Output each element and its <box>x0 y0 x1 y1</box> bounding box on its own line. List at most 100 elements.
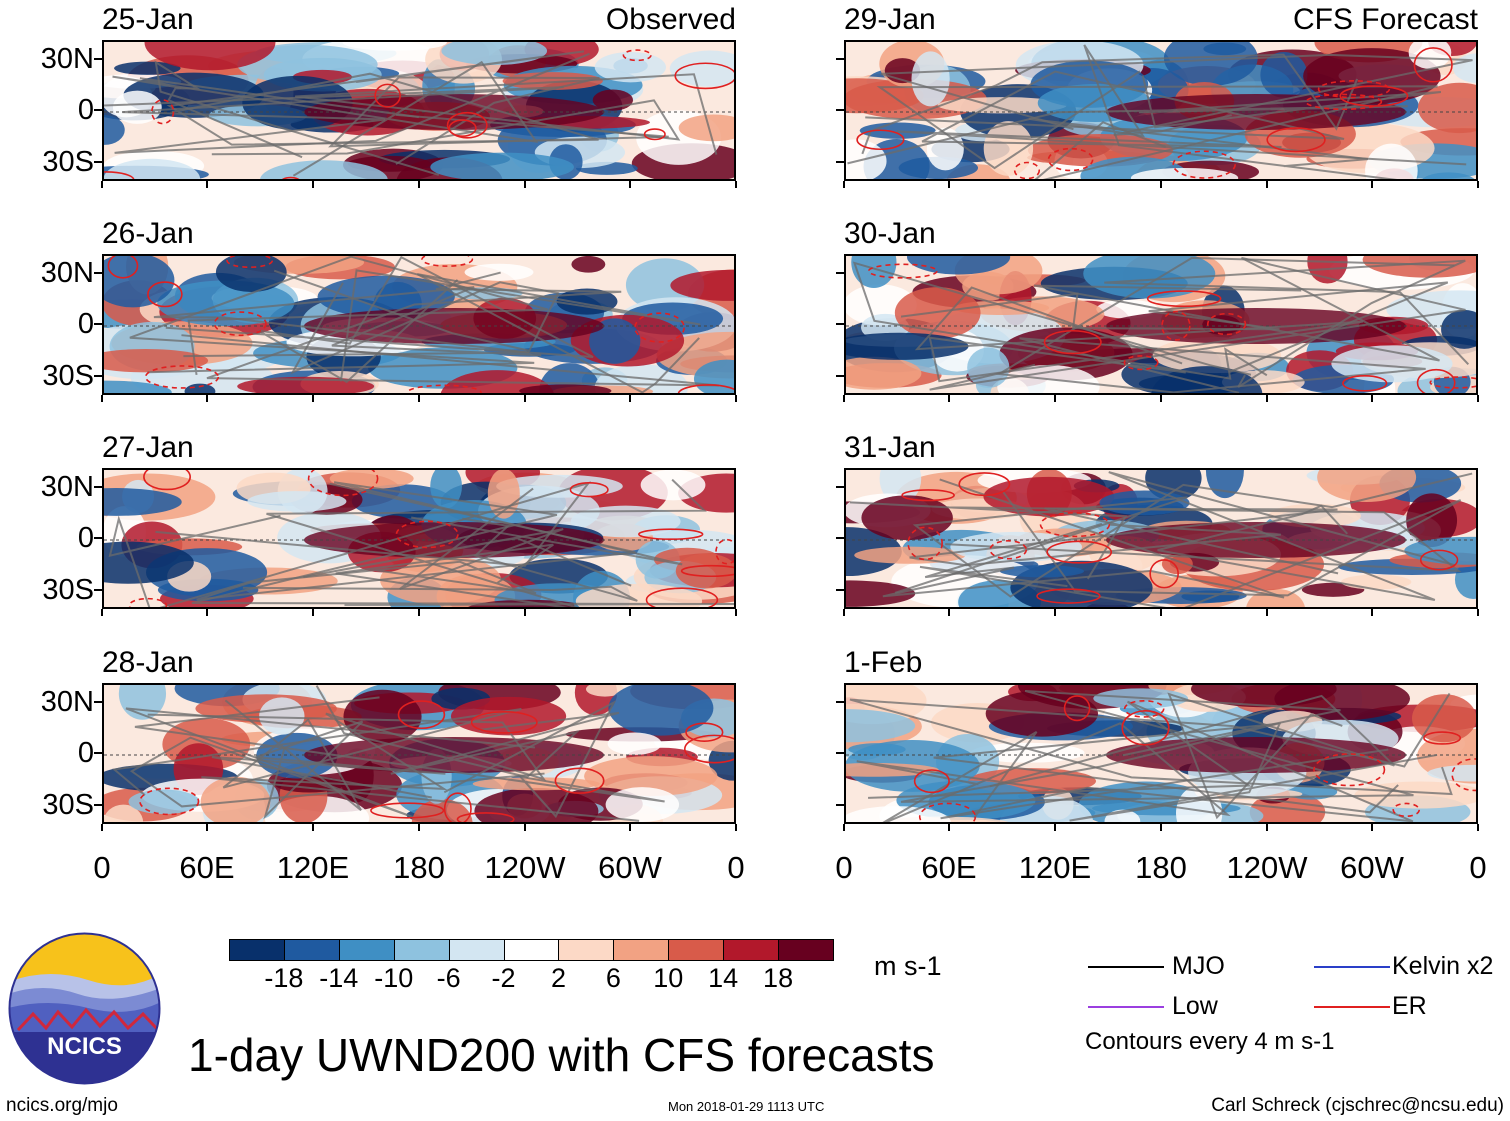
lon-tick <box>629 609 631 616</box>
lon-tick <box>418 395 420 402</box>
heatmap-panel <box>102 683 736 824</box>
panel-date-label: 26-Jan <box>102 217 194 250</box>
lat-tick <box>836 589 844 591</box>
colorbar-swatch <box>558 939 615 961</box>
lon-tick <box>948 609 950 616</box>
heatmap-panel <box>102 468 736 609</box>
lon-tick <box>1054 181 1056 188</box>
er-contour <box>307 470 379 497</box>
er-contour <box>107 256 139 279</box>
coastline <box>880 53 1473 136</box>
lat-tick-label: 30S <box>42 360 94 392</box>
er-contour <box>406 384 482 393</box>
wind-anomaly-blob <box>846 356 922 390</box>
lat-tick-label: 30N <box>40 257 94 289</box>
lat-tick <box>94 701 102 703</box>
er-contour <box>421 256 474 267</box>
coastline <box>191 481 734 606</box>
lat-tick <box>94 161 102 163</box>
lon-tick <box>312 824 314 831</box>
er-contour <box>622 49 652 62</box>
legend-line-kelvin-x2 <box>1314 966 1390 968</box>
lon-tick <box>1477 824 1479 831</box>
wind-anomaly-blob <box>104 488 182 516</box>
legend-line-low <box>1088 1006 1164 1008</box>
legend-line-er <box>1314 1006 1390 1008</box>
lon-tick-label: 180 <box>1135 850 1187 885</box>
er-contour <box>144 365 220 389</box>
coastline <box>328 76 669 165</box>
colorbar-swatch <box>229 939 285 961</box>
wind-anomaly-blob <box>1096 299 1159 319</box>
wind-anomaly-blob <box>128 789 200 815</box>
wind-anomaly-blob <box>247 491 347 512</box>
panel-date-label: 31-Jan <box>844 431 936 464</box>
wind-anomaly-blob <box>144 42 276 71</box>
er-contour <box>128 597 168 607</box>
er-contour <box>1013 161 1041 179</box>
lon-tick <box>1371 181 1373 188</box>
lon-tick-label: 120W <box>484 850 566 885</box>
wind-anomaly-blob <box>970 742 1085 763</box>
coastline <box>273 269 560 375</box>
er-contour <box>374 83 401 108</box>
er-contour <box>1172 150 1236 179</box>
coastline <box>849 501 1462 580</box>
er-contour <box>1392 802 1421 818</box>
er-contour <box>1416 368 1456 393</box>
colorbar-level-label: 14 <box>708 963 739 993</box>
er-contour <box>913 769 950 794</box>
wind-anomaly-blob <box>1163 42 1258 86</box>
colorbar-level-label: 18 <box>763 963 794 993</box>
wind-anomaly-blob <box>343 689 422 744</box>
lat-tick <box>836 486 844 488</box>
wind-anomaly-blob <box>911 51 950 107</box>
coastline <box>989 692 1396 820</box>
er-contour <box>1036 588 1101 604</box>
wind-anomaly-blob <box>589 318 641 364</box>
lat-tick <box>836 537 844 539</box>
er-contour <box>1123 355 1159 371</box>
coastline <box>112 60 539 177</box>
er-contour <box>1423 731 1462 745</box>
lon-tick <box>1160 395 1162 402</box>
coastline <box>153 286 542 358</box>
lat-tick <box>836 272 844 274</box>
er-contour <box>446 111 488 139</box>
er-contour <box>139 787 200 816</box>
colorbar-level-label: 2 <box>550 963 566 993</box>
er-contour <box>1451 758 1476 792</box>
wind-anomaly-blob <box>112 90 162 124</box>
wind-anomaly-blob <box>1417 82 1476 134</box>
wind-anomaly-blob <box>937 97 1067 114</box>
er-contour <box>143 470 191 491</box>
coastline <box>929 256 1466 391</box>
wind-anomaly-blob <box>848 743 906 756</box>
wind-anomaly-blob <box>104 804 144 822</box>
wind-anomaly-blob <box>1205 470 1244 499</box>
lon-tick <box>1054 824 1056 831</box>
lon-tick <box>524 824 526 831</box>
colorbar-swatch <box>668 939 725 961</box>
panel-date-label: 27-Jan <box>102 431 194 464</box>
coastline <box>211 720 446 820</box>
legend-label: ER <box>1392 992 1427 1020</box>
wind-anomaly-blob <box>675 553 734 589</box>
lon-tick <box>1477 181 1479 188</box>
er-contour <box>677 384 734 393</box>
er-contour <box>638 528 704 540</box>
colorbar-level-label: -2 <box>491 963 516 993</box>
lon-tick <box>629 395 631 402</box>
author-credit: Carl Schreck (cjschrec@ncsu.edu) <box>1211 1095 1504 1116</box>
legend-label: MJO <box>1172 952 1225 980</box>
heatmap-panel <box>102 40 736 181</box>
wind-anomaly-blob <box>846 709 916 743</box>
lon-tick <box>1054 395 1056 402</box>
wind-anomaly-blob <box>851 256 897 288</box>
timestamp: Mon 2018-01-29 1113 UTC <box>668 1099 825 1114</box>
wind-anomaly-blob <box>200 776 271 822</box>
er-contour <box>1146 290 1222 308</box>
er-contour <box>1161 310 1191 341</box>
heatmap-panel <box>844 468 1478 609</box>
lon-tick <box>948 181 950 188</box>
